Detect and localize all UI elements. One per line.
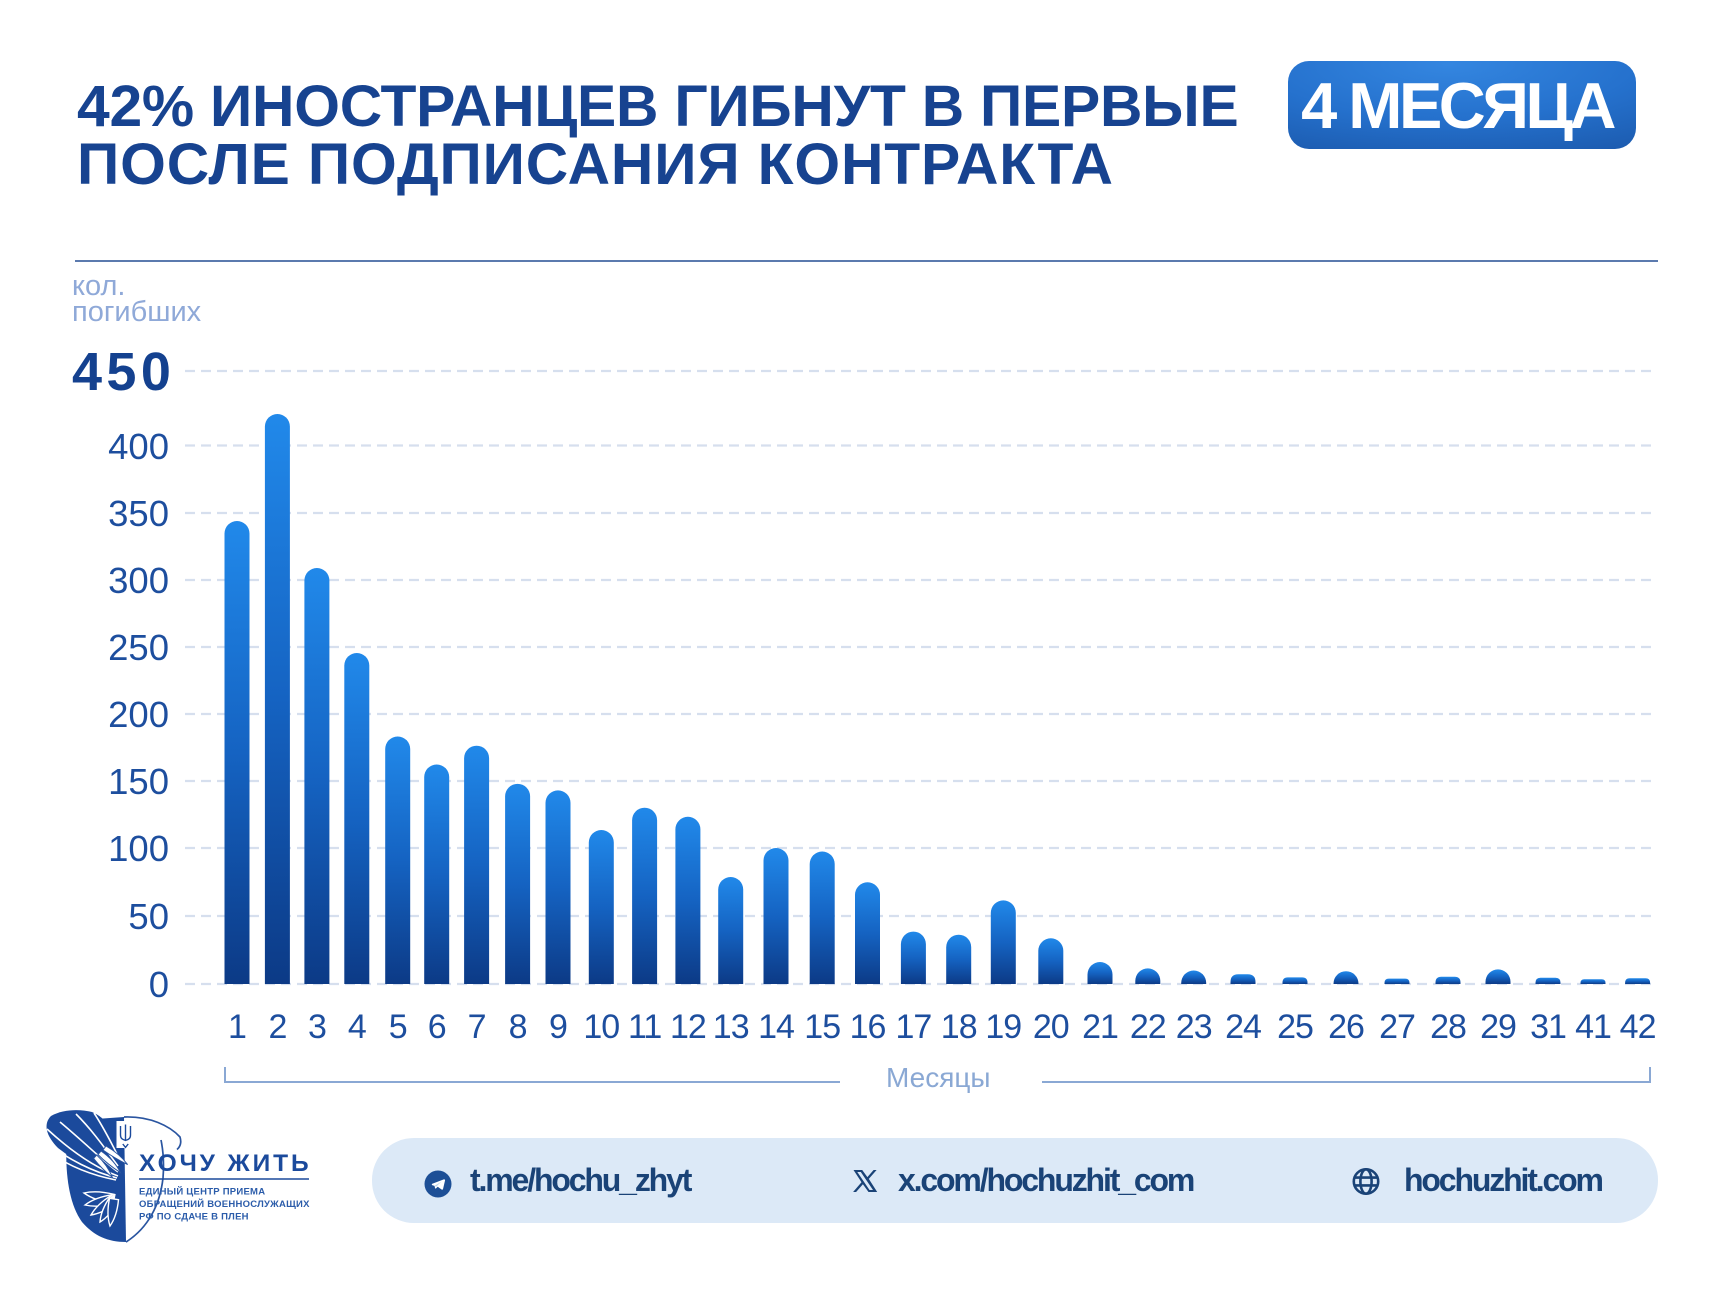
svg-text:19: 19 (985, 1008, 1021, 1046)
svg-text:РФ ПО СДАЧЕ В ПЛЕН: РФ ПО СДАЧЕ В ПЛЕН (139, 1212, 249, 1223)
svg-text:ОБРАЩЕНИЙ ВОЕННОСЛУЖАЩИХ: ОБРАЩЕНИЙ ВОЕННОСЛУЖАЩИХ (139, 1198, 310, 1210)
svg-text:28: 28 (1430, 1008, 1466, 1046)
svg-text:350: 350 (108, 493, 169, 534)
svg-text:200: 200 (108, 694, 169, 735)
svg-text:100: 100 (108, 828, 169, 869)
svg-text:20: 20 (1033, 1008, 1069, 1046)
svg-text:16: 16 (850, 1008, 886, 1046)
svg-text:6: 6 (428, 1008, 446, 1046)
svg-text:14: 14 (758, 1008, 794, 1046)
svg-text:26: 26 (1328, 1008, 1364, 1046)
svg-text:41: 41 (1575, 1008, 1611, 1046)
svg-text:15: 15 (804, 1008, 840, 1046)
svg-text:11: 11 (628, 1008, 661, 1046)
svg-text:4: 4 (348, 1008, 366, 1046)
svg-text:22: 22 (1130, 1008, 1166, 1046)
svg-text:400: 400 (108, 426, 169, 467)
svg-text:13: 13 (713, 1008, 749, 1046)
svg-text:ЕДИНЫЙ ЦЕНТР ПРИЕМА: ЕДИНЫЙ ЦЕНТР ПРИЕМА (139, 1186, 265, 1198)
svg-text:17: 17 (895, 1008, 931, 1046)
svg-text:0: 0 (149, 964, 169, 1005)
svg-text:7: 7 (468, 1008, 486, 1046)
svg-text:50: 50 (128, 896, 169, 937)
svg-text:Месяцы: Месяцы (886, 1062, 991, 1093)
svg-text:250: 250 (108, 627, 169, 668)
svg-text:12: 12 (670, 1008, 706, 1046)
svg-text:300: 300 (108, 560, 169, 601)
svg-text:450: 450 (72, 342, 175, 402)
svg-text:21: 21 (1082, 1008, 1118, 1046)
svg-text:27: 27 (1379, 1008, 1415, 1046)
svg-text:29: 29 (1480, 1008, 1516, 1046)
svg-text:18: 18 (941, 1008, 977, 1046)
svg-text:9: 9 (549, 1008, 567, 1046)
svg-text:150: 150 (108, 761, 169, 802)
svg-text:2: 2 (268, 1008, 286, 1046)
svg-text:25: 25 (1277, 1008, 1313, 1046)
svg-text:10: 10 (583, 1008, 619, 1046)
svg-text:ХОЧУ ЖИТЬ: ХОЧУ ЖИТЬ (139, 1150, 311, 1177)
svg-text:42: 42 (1620, 1008, 1656, 1046)
svg-text:5: 5 (389, 1008, 407, 1046)
svg-text:31: 31 (1530, 1008, 1566, 1046)
svg-text:1: 1 (228, 1008, 246, 1046)
svg-text:8: 8 (509, 1008, 527, 1046)
svg-text:23: 23 (1176, 1008, 1212, 1046)
svg-text:24: 24 (1225, 1008, 1261, 1046)
svg-text:3: 3 (308, 1008, 326, 1046)
